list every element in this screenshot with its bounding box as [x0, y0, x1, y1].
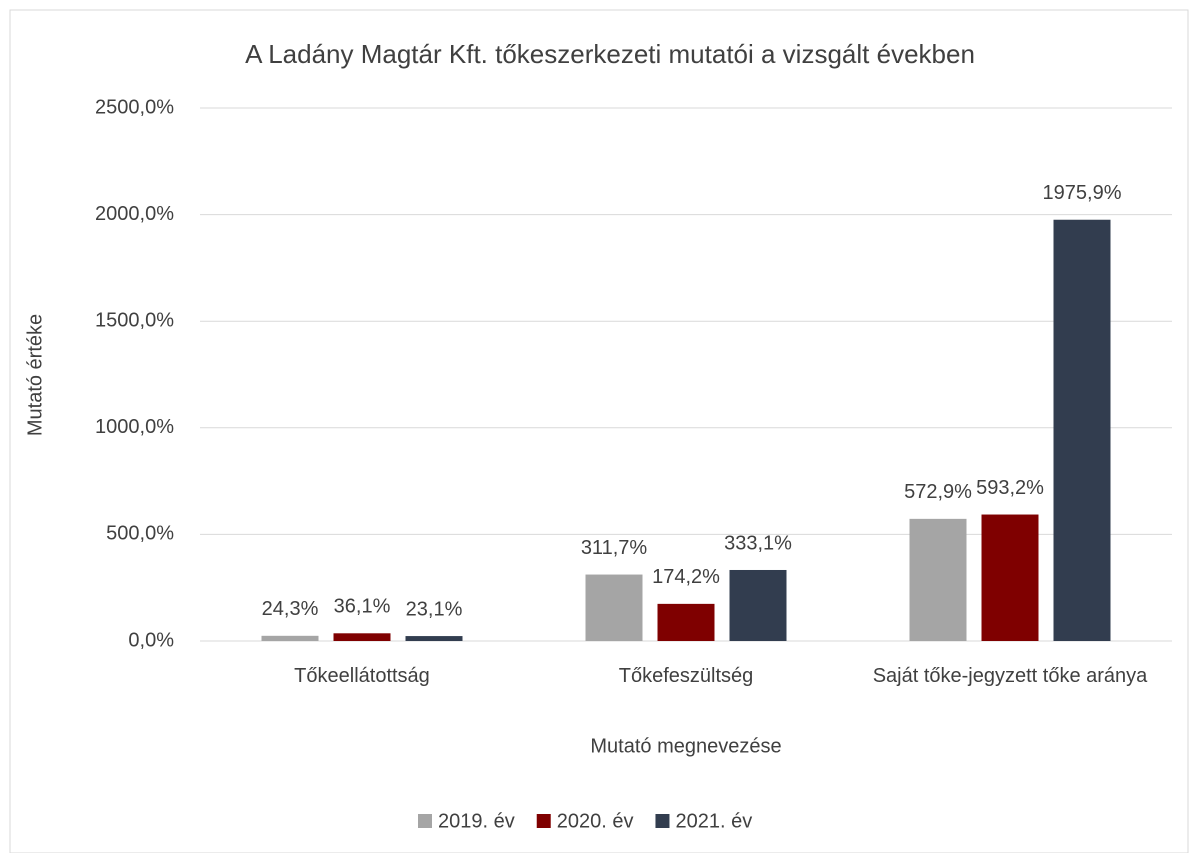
data-label: 311,7% — [581, 537, 648, 559]
data-label: 24,3% — [262, 598, 319, 620]
y-tick-label: 1500,0% — [95, 309, 174, 331]
bar — [981, 514, 1039, 641]
legend-label: 2019. év — [438, 810, 515, 832]
legend-label: 2020. év — [557, 810, 634, 832]
x-tick-label: Saját tőke-jegyzett tőke aránya — [872, 665, 1148, 687]
bar — [1053, 219, 1111, 642]
chart-frame — [9, 9, 1189, 853]
y-tick-label: 500,0% — [106, 523, 174, 545]
bar — [405, 636, 463, 641]
x-tick-label: Tőkefeszültség — [618, 665, 754, 687]
bar — [909, 518, 967, 641]
legend-swatch — [536, 814, 551, 828]
bar — [261, 635, 319, 641]
data-label: 1975,9% — [1043, 182, 1122, 204]
y-tick-label: 2500,0% — [95, 96, 174, 118]
legend-swatch — [655, 814, 670, 828]
chart-title: A Ladány Magtár Kft. tőkeszerkezeti muta… — [245, 39, 975, 69]
y-tick-label: 2000,0% — [95, 203, 174, 225]
data-label: 36,1% — [334, 596, 391, 618]
x-axis-label: Mutató megnevezése — [590, 735, 781, 757]
x-tick-label: Tőkeellátottság — [294, 665, 430, 687]
data-label: 593,2% — [976, 477, 1044, 499]
y-tick-label: 0,0% — [128, 629, 174, 651]
legend-swatch — [418, 814, 432, 828]
y-tick-label: 1000,0% — [95, 416, 174, 438]
bar — [729, 569, 787, 641]
data-label: 572,9% — [904, 481, 972, 503]
data-label: 174,2% — [652, 566, 720, 588]
bar — [657, 603, 715, 641]
y-axis-label: Mutató értéke — [24, 314, 46, 436]
bar — [585, 574, 643, 641]
bar — [333, 633, 391, 641]
data-label: 23,1% — [406, 598, 463, 620]
data-label: 333,1% — [724, 532, 792, 554]
legend-label: 2021. év — [675, 810, 752, 832]
